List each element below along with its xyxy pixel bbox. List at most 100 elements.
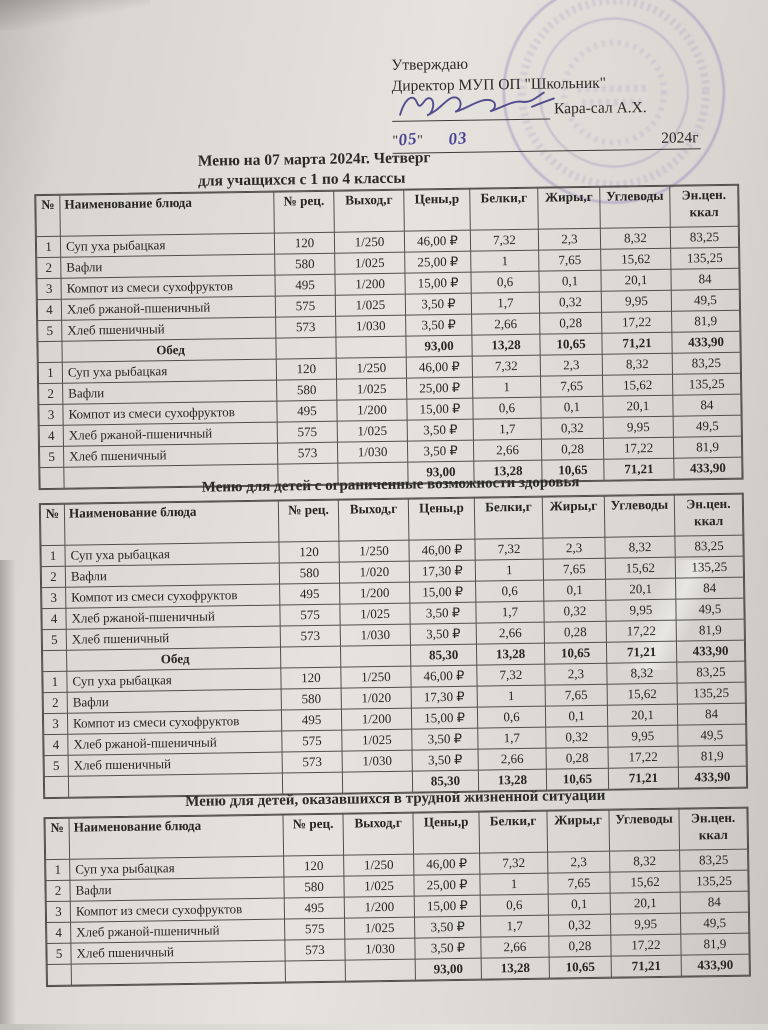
cell: 0,28 bbox=[546, 747, 609, 770]
cell: 17,22 bbox=[606, 620, 677, 643]
cell: 4 bbox=[43, 734, 69, 756]
cell: 83,25 bbox=[672, 352, 741, 375]
cell: 25,00 ₽ bbox=[413, 874, 481, 897]
cell: 8,32 bbox=[602, 353, 673, 376]
cell: 20,1 bbox=[610, 892, 681, 915]
column-header: № рец. bbox=[278, 500, 339, 543]
cell: 573 bbox=[275, 316, 336, 339]
cell: 575 bbox=[281, 730, 343, 753]
total-cell: 10,65 bbox=[539, 333, 603, 356]
column-header: Наименование блюда bbox=[69, 815, 284, 860]
cell: 1/025 bbox=[339, 603, 411, 626]
cell: 2,3 bbox=[540, 354, 603, 377]
cell: 20,1 bbox=[607, 704, 678, 727]
cell bbox=[42, 650, 67, 672]
cell: 1 bbox=[45, 859, 70, 881]
cell: 1 bbox=[38, 362, 63, 384]
cell: 575 bbox=[277, 421, 338, 444]
cell: 1/030 bbox=[342, 750, 413, 773]
cell: 4 bbox=[41, 608, 67, 630]
cell: 7,32 bbox=[470, 229, 539, 252]
cell: 15,00 ₽ bbox=[406, 398, 474, 421]
cell: 1,7 bbox=[480, 915, 549, 938]
cell: 1 bbox=[36, 236, 61, 258]
cell: 5 bbox=[39, 446, 64, 468]
cell bbox=[71, 961, 286, 986]
cell: 135,25 bbox=[672, 373, 741, 396]
cell: 46,00 ₽ bbox=[413, 853, 480, 876]
cell: 9,95 bbox=[601, 290, 672, 313]
column-header: Белки,г bbox=[474, 497, 543, 540]
total-cell: 13,28 bbox=[481, 957, 550, 980]
cell: 4 bbox=[46, 922, 71, 944]
cell: 25,00 ₽ bbox=[406, 377, 473, 400]
cell: 7,32 bbox=[474, 538, 544, 561]
column-header: № рец. bbox=[273, 191, 335, 234]
cell: 7,65 bbox=[538, 249, 601, 272]
column-header: Наименование блюда bbox=[59, 192, 275, 237]
cell: 83,25 bbox=[679, 849, 748, 872]
cell: 1/250 bbox=[343, 854, 414, 877]
handwritten-day: 05 bbox=[397, 128, 419, 150]
cell: 46,00 ₽ bbox=[410, 665, 478, 688]
cell: 0,1 bbox=[548, 893, 611, 916]
column-header: Белки,г bbox=[478, 811, 548, 854]
cell: 1/030 bbox=[344, 938, 416, 961]
cell: 1/250 bbox=[338, 540, 410, 563]
cell: 81,9 bbox=[671, 310, 740, 333]
cell: 2,66 bbox=[478, 748, 547, 771]
cell: 1/200 bbox=[334, 273, 406, 296]
cell: 17,22 bbox=[601, 311, 672, 334]
cell: 9,95 bbox=[603, 416, 674, 439]
column-header: Цены,р bbox=[408, 498, 475, 541]
cell: 15,00 ₽ bbox=[404, 272, 472, 295]
cell: 15,62 bbox=[607, 683, 678, 706]
cell: 0,32 bbox=[545, 726, 609, 749]
cell: 7,65 bbox=[540, 375, 603, 398]
cell: 2,66 bbox=[476, 622, 545, 645]
cell: 9,95 bbox=[607, 725, 679, 748]
cell: 83,25 bbox=[670, 226, 739, 249]
cell: 7,65 bbox=[543, 558, 606, 581]
date-row: "05" 03 2024г bbox=[392, 124, 701, 154]
cell: 81,9 bbox=[680, 933, 750, 956]
menu-title-line2: для учащихся с 1 по 4 классы bbox=[197, 169, 406, 190]
total-cell: 93,00 bbox=[405, 335, 473, 358]
column-header: Цены,р bbox=[412, 812, 480, 855]
signature-line bbox=[391, 91, 555, 122]
signature-row: Кара-сал А.Х. bbox=[391, 91, 737, 125]
cell: 2,3 bbox=[538, 228, 601, 251]
approval-block: Утверждаю Директор МУП ОП "Школьник" Кар… bbox=[391, 50, 737, 154]
column-header: Выход,г bbox=[342, 813, 414, 856]
cell: 17,30 ₽ bbox=[411, 686, 478, 709]
column-header: Жиры,г bbox=[546, 810, 610, 853]
cell bbox=[335, 336, 407, 359]
paper-corner-shadow bbox=[0, 0, 150, 30]
cell: 573 bbox=[284, 939, 346, 962]
cell bbox=[275, 337, 337, 360]
cell: 15,62 bbox=[600, 248, 671, 271]
cell: 1/020 bbox=[339, 561, 410, 584]
cell: 580 bbox=[274, 253, 335, 276]
cell: 495 bbox=[276, 400, 338, 423]
cell: 20,1 bbox=[600, 269, 672, 292]
cell: 1/030 bbox=[335, 315, 406, 338]
cell: 1/200 bbox=[344, 896, 415, 919]
cell: 1/025 bbox=[344, 917, 415, 940]
total-cell: 71,21 bbox=[606, 641, 677, 664]
cell: 7,32 bbox=[472, 355, 541, 378]
year-label: 2024г bbox=[661, 129, 699, 147]
cell: 3,50 ₽ bbox=[414, 916, 481, 939]
cell: 575 bbox=[275, 295, 336, 318]
total-cell: 433,90 bbox=[671, 331, 741, 354]
cell: 2 bbox=[36, 257, 61, 279]
cell: 8,32 bbox=[604, 536, 676, 559]
cell: 17,22 bbox=[603, 437, 674, 460]
cell bbox=[340, 645, 411, 668]
cell: 495 bbox=[279, 583, 340, 606]
cell: 7,32 bbox=[479, 852, 548, 875]
cell: 580 bbox=[279, 562, 340, 585]
cell: 573 bbox=[277, 442, 338, 465]
cell: 120 bbox=[278, 541, 340, 564]
